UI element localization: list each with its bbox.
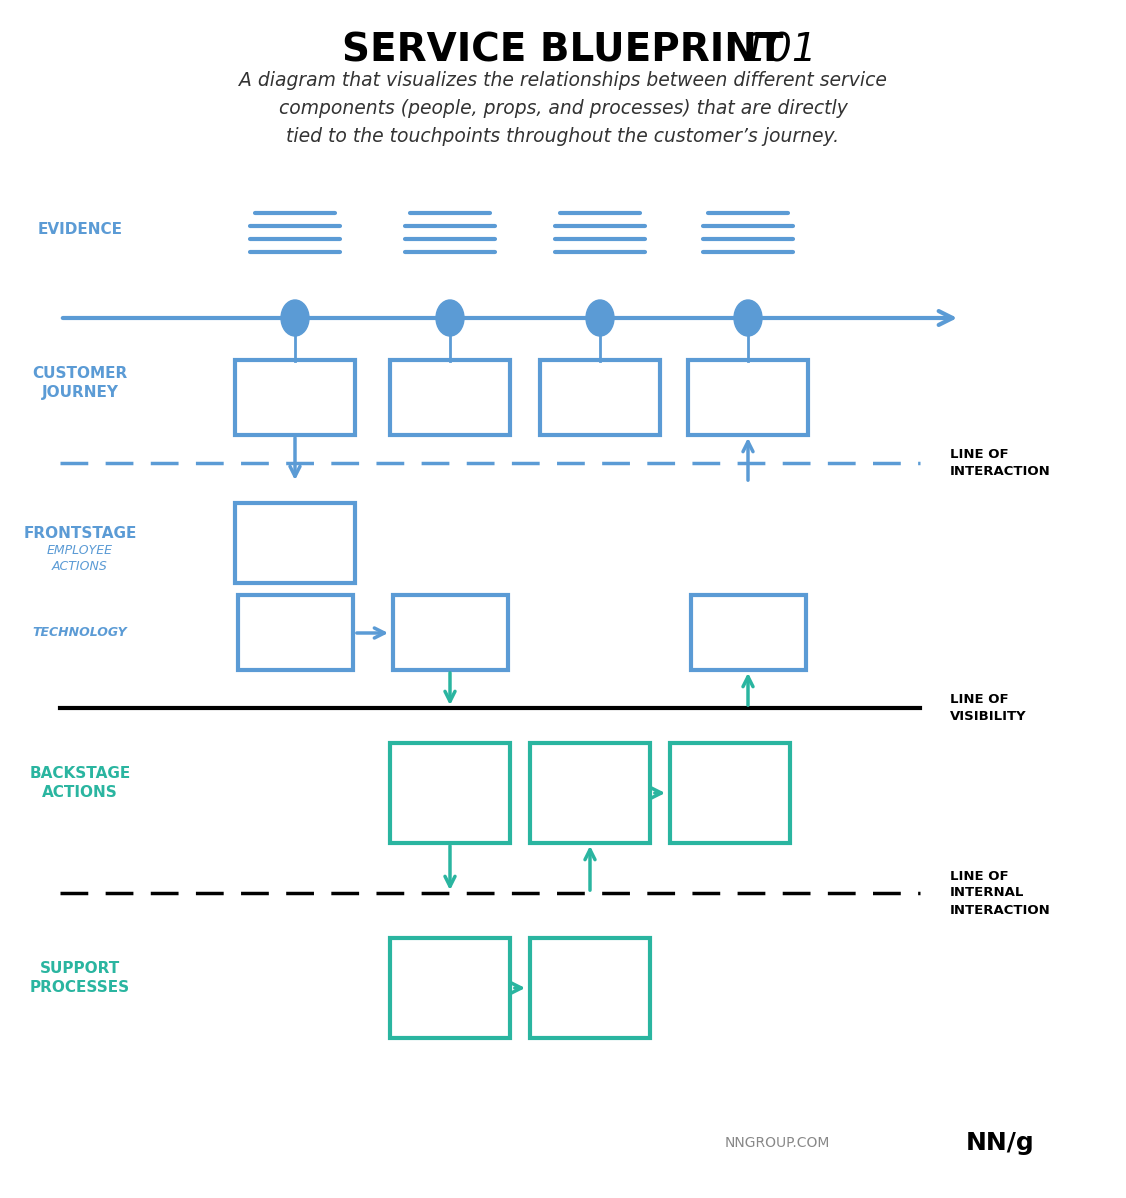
Ellipse shape xyxy=(436,300,464,335)
Text: EVIDENCE: EVIDENCE xyxy=(37,223,123,237)
FancyBboxPatch shape xyxy=(688,361,808,435)
FancyBboxPatch shape xyxy=(235,361,355,435)
Text: LINE OF
VISIBILITY: LINE OF VISIBILITY xyxy=(950,692,1027,724)
FancyBboxPatch shape xyxy=(530,743,650,843)
Text: SERVICE BLUEPRINT: SERVICE BLUEPRINT xyxy=(342,31,784,69)
Text: FRONTSTAGE: FRONTSTAGE xyxy=(24,526,136,540)
Ellipse shape xyxy=(282,300,309,335)
Text: BACKSTAGE
ACTIONS: BACKSTAGE ACTIONS xyxy=(29,766,131,800)
FancyBboxPatch shape xyxy=(390,361,510,435)
FancyBboxPatch shape xyxy=(390,938,510,1037)
FancyBboxPatch shape xyxy=(540,361,660,435)
Text: SUPPORT
PROCESSES: SUPPORT PROCESSES xyxy=(30,961,131,996)
FancyBboxPatch shape xyxy=(393,595,508,670)
Text: NNGROUP.COM: NNGROUP.COM xyxy=(725,1136,830,1150)
Ellipse shape xyxy=(734,300,762,335)
Text: 101: 101 xyxy=(730,31,816,69)
FancyBboxPatch shape xyxy=(670,743,790,843)
Ellipse shape xyxy=(586,300,614,335)
Text: LINE OF
INTERACTION: LINE OF INTERACTION xyxy=(950,448,1051,478)
Text: A diagram that visualizes the relationships between different service
components: A diagram that visualizes the relationsh… xyxy=(239,71,887,145)
Text: EMPLOYEE
ACTIONS: EMPLOYEE ACTIONS xyxy=(47,544,113,573)
FancyBboxPatch shape xyxy=(238,595,352,670)
FancyBboxPatch shape xyxy=(235,503,355,583)
FancyBboxPatch shape xyxy=(390,743,510,843)
FancyBboxPatch shape xyxy=(691,595,806,670)
Text: TECHNOLOGY: TECHNOLOGY xyxy=(33,627,127,640)
Text: LINE OF
INTERNAL
INTERACTION: LINE OF INTERNAL INTERACTION xyxy=(950,870,1051,916)
FancyBboxPatch shape xyxy=(530,938,650,1037)
Text: CUSTOMER
JOURNEY: CUSTOMER JOURNEY xyxy=(33,365,127,400)
Text: NN/g: NN/g xyxy=(966,1131,1035,1155)
